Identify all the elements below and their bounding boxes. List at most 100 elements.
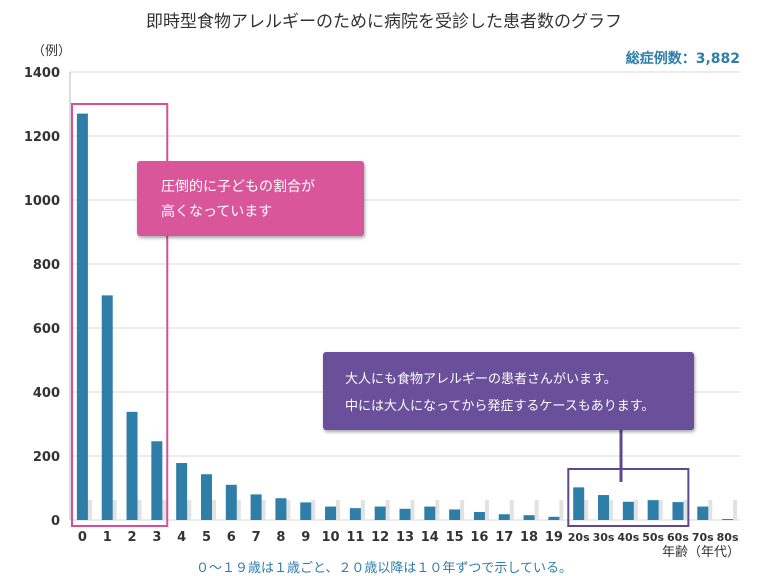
bar-shadow bbox=[658, 500, 663, 520]
bar-shadow bbox=[733, 500, 738, 520]
y-tick-label: 1200 bbox=[24, 130, 60, 145]
bar-shadow bbox=[484, 500, 489, 520]
bar-19 bbox=[548, 516, 560, 520]
adult-callout: 大人にも食物アレルギーの患者さんがいます。 中には大人になってから発症するケース… bbox=[323, 352, 694, 430]
x-tick-label: 6 bbox=[227, 530, 236, 545]
x-tick-label: 15 bbox=[446, 530, 464, 545]
x-tick-label: 3 bbox=[152, 530, 161, 545]
bar-10 bbox=[325, 506, 337, 520]
x-tick-label: 5 bbox=[202, 530, 211, 545]
y-tick-label: 200 bbox=[33, 450, 60, 465]
bar-shadow bbox=[509, 500, 514, 520]
bar-shadow bbox=[311, 500, 316, 520]
x-tick-label: 18 bbox=[520, 530, 538, 545]
x-tick-label: 12 bbox=[371, 530, 389, 545]
bar-50s bbox=[647, 500, 659, 520]
bar-shadow bbox=[236, 500, 241, 520]
bar-shadow bbox=[87, 500, 92, 520]
x-axis-ticks: 0 1 2 3 4 5 6 7 8 9 10 11 12 13 14 15 16 17 18 19 20s 30s 40s 5… bbox=[78, 530, 739, 545]
x-tick-label: 0 bbox=[78, 530, 87, 545]
callout-text-line: 高くなっています bbox=[161, 204, 273, 220]
y-tick-label: 0 bbox=[51, 514, 60, 529]
x-tick-label: 50s bbox=[642, 531, 664, 544]
y-tick-label: 800 bbox=[33, 258, 60, 273]
x-tick-label: 30s bbox=[593, 531, 615, 544]
bar-15 bbox=[449, 509, 461, 520]
bar-70s bbox=[697, 506, 709, 520]
x-tick-label: 14 bbox=[421, 530, 439, 545]
x-tick-label: 2 bbox=[128, 530, 137, 545]
children-callout: 圧倒的に子どもの割合が 高くなっています bbox=[137, 161, 364, 236]
bar-shadow bbox=[162, 500, 167, 520]
highlight-box bbox=[71, 103, 169, 527]
x-tick-label: 19 bbox=[545, 530, 563, 545]
bar-7 bbox=[250, 494, 262, 520]
bar-shadow bbox=[261, 500, 266, 520]
bar-40s bbox=[622, 501, 634, 520]
footnote: ０～１９歳は１歳ごと、２０歳以降は１０年ずつで示している。 bbox=[196, 560, 572, 576]
bar-shadow bbox=[683, 500, 688, 520]
y-tick-label: 400 bbox=[33, 386, 60, 401]
x-tick-label: 9 bbox=[301, 530, 310, 545]
bar-6 bbox=[225, 484, 237, 520]
x-tick-label: 13 bbox=[396, 530, 414, 545]
bar-shadow bbox=[286, 500, 291, 520]
grid-lines bbox=[69, 71, 740, 521]
bar-shadow bbox=[187, 500, 192, 520]
bar-17 bbox=[498, 514, 510, 520]
x-tick-label: 20s bbox=[568, 531, 590, 544]
callout-text-line: 圧倒的に子どもの割合が bbox=[161, 179, 315, 195]
bar-13 bbox=[399, 508, 411, 520]
bar-3 bbox=[151, 441, 163, 520]
bar-80s bbox=[722, 519, 734, 520]
y-tick-label: 1000 bbox=[24, 194, 60, 209]
bars bbox=[76, 113, 738, 520]
bar-12 bbox=[374, 506, 386, 520]
bar-2 bbox=[126, 411, 138, 520]
bar-shadow bbox=[385, 500, 390, 520]
bar-9 bbox=[300, 502, 312, 520]
bar-16 bbox=[473, 512, 485, 520]
bar-shadow bbox=[708, 500, 713, 520]
x-tick-label: 11 bbox=[346, 530, 364, 545]
bar-shadow bbox=[211, 500, 216, 520]
bar-20s bbox=[573, 487, 585, 520]
bar-shadow bbox=[112, 500, 117, 520]
x-axis-label: 年齢（年代） bbox=[662, 545, 740, 560]
bar-shadow bbox=[435, 500, 440, 520]
x-tick-label: 1 bbox=[103, 530, 112, 545]
x-tick-label: 80s bbox=[717, 531, 739, 544]
bar-14 bbox=[424, 506, 436, 520]
highlight-box bbox=[567, 468, 690, 527]
callout-text-line: 大人にも食物アレルギーの患者さんがいます。 bbox=[345, 372, 617, 387]
bar-0 bbox=[76, 113, 88, 520]
total-cases-label: 総症例数：3,882 bbox=[626, 50, 740, 67]
bar-shadow bbox=[336, 500, 341, 520]
bar-1 bbox=[101, 295, 113, 520]
bar-60s bbox=[672, 502, 684, 520]
bar-shadow bbox=[584, 500, 589, 520]
bar-shadow bbox=[410, 500, 415, 520]
bar-shadow bbox=[360, 500, 365, 520]
bar-shadow bbox=[534, 500, 539, 520]
bar-shadow bbox=[609, 500, 614, 520]
y-tick-label: 1400 bbox=[24, 66, 60, 81]
x-tick-label: 60s bbox=[667, 531, 689, 544]
x-tick-label: 40s bbox=[617, 531, 639, 544]
x-tick-label: 4 bbox=[177, 530, 186, 545]
bar-18 bbox=[523, 515, 535, 520]
highlight-boxes bbox=[71, 103, 690, 527]
x-tick-label: 10 bbox=[322, 530, 340, 545]
bar-5 bbox=[200, 474, 212, 520]
x-tick-label: 16 bbox=[470, 530, 488, 545]
bar-30s bbox=[598, 495, 610, 520]
chart-title: 即時型食物アレルギーのために病院を受診した患者数のグラフ bbox=[146, 12, 622, 32]
bar-shadow bbox=[633, 500, 638, 520]
bar-4 bbox=[176, 463, 188, 520]
bar-11 bbox=[349, 508, 361, 520]
x-tick-label: 7 bbox=[252, 530, 261, 545]
bar-shadow bbox=[559, 500, 564, 520]
bar-shadow bbox=[460, 500, 465, 520]
